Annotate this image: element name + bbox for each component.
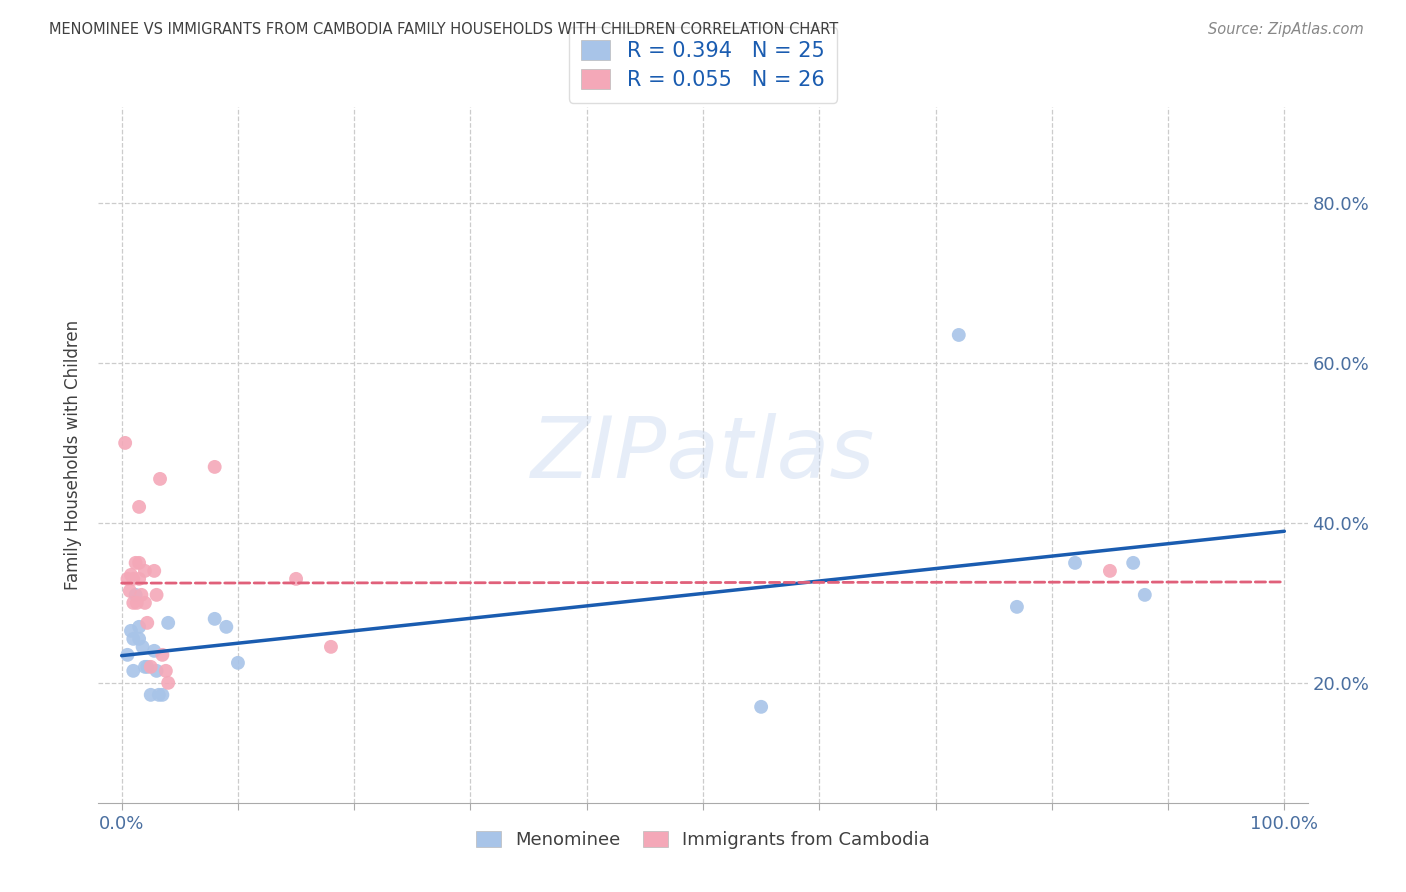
Point xyxy=(204,612,226,626)
Point xyxy=(150,688,173,702)
Point xyxy=(117,572,139,586)
Point xyxy=(128,572,150,586)
Point xyxy=(319,640,342,654)
Point xyxy=(948,328,970,343)
Point xyxy=(1133,588,1156,602)
Y-axis label: Family Households with Children: Family Households with Children xyxy=(65,320,83,590)
Point xyxy=(149,472,172,486)
Point xyxy=(1005,599,1028,614)
Point xyxy=(157,615,180,630)
Point xyxy=(1098,564,1121,578)
Point xyxy=(139,660,162,674)
Text: MENOMINEE VS IMMIGRANTS FROM CAMBODIA FAMILY HOUSEHOLDS WITH CHILDREN CORRELATIO: MENOMINEE VS IMMIGRANTS FROM CAMBODIA FA… xyxy=(49,22,838,37)
Point xyxy=(114,436,136,450)
Legend: Menominee, Immigrants from Cambodia: Menominee, Immigrants from Cambodia xyxy=(468,823,938,856)
Point xyxy=(128,632,150,646)
Point xyxy=(124,556,146,570)
Point xyxy=(128,620,150,634)
Point xyxy=(122,632,145,646)
Point xyxy=(122,664,145,678)
Point xyxy=(134,596,156,610)
Point xyxy=(226,656,249,670)
Text: Source: ZipAtlas.com: Source: ZipAtlas.com xyxy=(1208,22,1364,37)
Point xyxy=(145,588,167,602)
Point xyxy=(120,624,142,638)
Point xyxy=(117,648,139,662)
Point xyxy=(1064,556,1087,570)
Point xyxy=(124,588,146,602)
Point xyxy=(204,459,226,474)
Point xyxy=(139,688,162,702)
Point xyxy=(131,640,153,654)
Point xyxy=(285,572,308,586)
Point xyxy=(131,588,153,602)
Point xyxy=(150,648,173,662)
Point xyxy=(136,660,159,674)
Point xyxy=(128,500,150,514)
Point xyxy=(143,564,166,578)
Point xyxy=(125,596,148,610)
Point xyxy=(128,556,150,570)
Point xyxy=(122,596,145,610)
Point xyxy=(215,620,238,634)
Point xyxy=(155,664,177,678)
Point xyxy=(749,699,772,714)
Point xyxy=(122,572,145,586)
Text: ZIPatlas: ZIPatlas xyxy=(531,413,875,497)
Point xyxy=(118,583,141,598)
Point xyxy=(120,567,142,582)
Point xyxy=(157,676,180,690)
Point xyxy=(1122,556,1144,570)
Point xyxy=(143,644,166,658)
Point xyxy=(148,688,170,702)
Point xyxy=(134,564,156,578)
Point xyxy=(136,615,159,630)
Point xyxy=(134,660,156,674)
Point xyxy=(145,664,167,678)
